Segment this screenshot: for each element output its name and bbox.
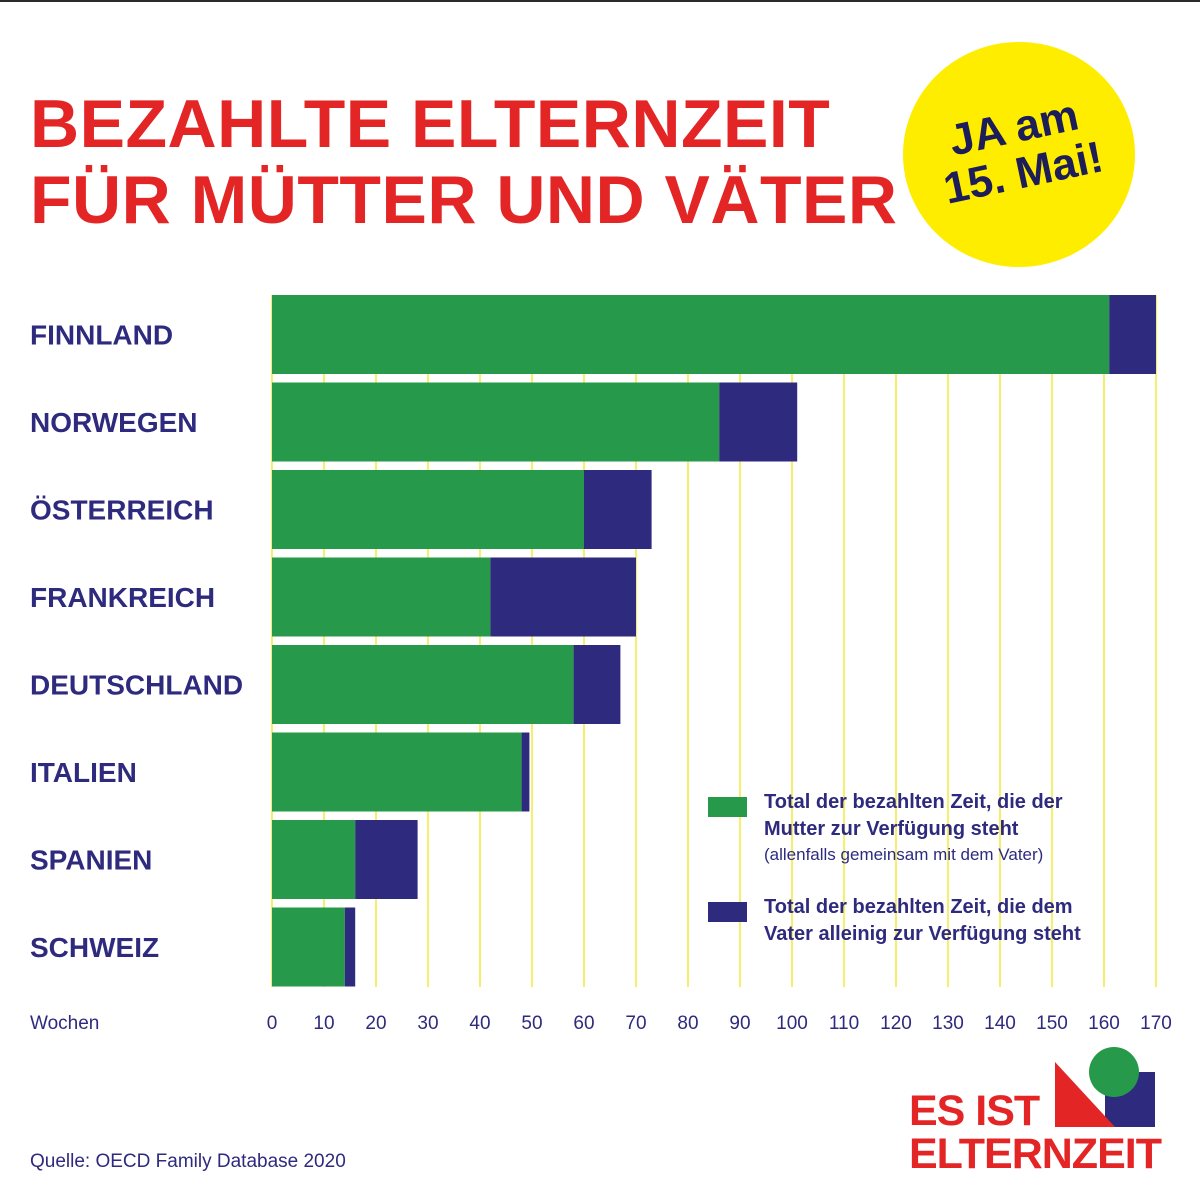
top-border — [0, 0, 1200, 2]
logo-text: ES IST ELTERNZEIT — [909, 1087, 1162, 1178]
legend-label-father: Total der bezahlten Zeit, die dem Vater … — [764, 896, 1081, 945]
x-tick-label: 120 — [880, 1013, 912, 1034]
title-line-1: BEZAHLTE ELTERNZEIT — [30, 86, 831, 162]
x-tick-label: 40 — [469, 1013, 490, 1034]
bar-father-spanien — [355, 820, 418, 899]
logo-line-1: ES IST — [909, 1087, 1040, 1135]
bar-mother-österreich — [272, 470, 584, 549]
country-label: ÖSTERREICH — [30, 495, 214, 526]
bar-father-italien — [521, 732, 530, 812]
x-tick-label: 10 — [313, 1013, 334, 1034]
x-tick-label: 140 — [984, 1013, 1016, 1034]
legend-note-mother: (allenfalls gemeinsam mit dem Vater) — [764, 845, 1044, 864]
x-tick-label: 80 — [677, 1013, 698, 1034]
country-labels: FINNLAND NORWEGEN ÖSTERREICH FRANKREICH DEUT… — [30, 320, 243, 964]
x-tick-label: 100 — [776, 1013, 808, 1034]
x-tick-label: 70 — [625, 1013, 646, 1034]
country-label: FRANKREICH — [30, 582, 215, 613]
x-axis-label: Wochen — [30, 1013, 99, 1034]
country-label: ITALIEN — [30, 757, 137, 788]
logo-line-2: ELTERNZEIT — [909, 1130, 1162, 1178]
legend-label-mother: Total der bezahlten Zeit, die der Mutter… — [764, 791, 1063, 840]
country-label: SCHWEIZ — [30, 932, 159, 963]
title-line-2: FÜR MÜTTER UND VÄTER — [30, 162, 898, 238]
x-tick-label: 130 — [932, 1013, 964, 1034]
bar-mother-italien — [272, 732, 522, 812]
x-tick-label: 50 — [521, 1013, 542, 1034]
legend-text-father: Total der bezahlten Zeit, die dem Vater … — [764, 894, 1184, 948]
bar-father-finnland — [1109, 295, 1156, 374]
bar-mother-finnland — [272, 295, 1110, 374]
logo-shapes-icon — [1055, 1047, 1155, 1127]
campaign-logo: ES IST ELTERNZEIT — [905, 1042, 1175, 1182]
x-tick-label: 150 — [1036, 1013, 1068, 1034]
bar-mother-frankreich — [272, 557, 491, 637]
x-axis-ticks: 0 10 20 30 40 50 60 70 80 90 100 110 120 130 140 150 160… — [267, 1013, 1172, 1034]
bar-father-frankreich — [490, 557, 636, 637]
x-tick-label: 60 — [573, 1013, 594, 1034]
x-tick-label: 160 — [1088, 1013, 1120, 1034]
country-label: SPANIEN — [30, 845, 152, 876]
x-tick-label: 30 — [417, 1013, 438, 1034]
bar-mother-norwegen — [272, 382, 720, 462]
bar-mother-spanien — [272, 820, 356, 899]
country-label: FINNLAND — [30, 320, 173, 351]
bar-father-norwegen — [719, 382, 798, 462]
country-label: DEUTSCHLAND — [30, 670, 243, 701]
x-tick-label: 20 — [365, 1013, 386, 1034]
legend-swatch-father — [708, 902, 747, 922]
bars — [272, 295, 1156, 987]
x-tick-label: 170 — [1140, 1013, 1172, 1034]
bar-mother-schweiz — [272, 907, 345, 987]
bar-father-schweiz — [344, 907, 356, 987]
country-label: NORWEGEN — [30, 407, 198, 438]
legend-text-mother: Total der bezahlten Zeit, die der Mutter… — [764, 789, 1184, 867]
x-tick-label: 90 — [729, 1013, 750, 1034]
bar-mother-deutschland — [272, 645, 574, 724]
source-note: Quelle: OECD Family Database 2020 — [30, 1151, 346, 1172]
bar-father-deutschland — [573, 645, 621, 724]
bar-father-österreich — [584, 470, 652, 549]
vote-badge: JA am 15. Mai! — [903, 42, 1135, 267]
x-tick-label: 0 — [267, 1013, 278, 1034]
page-title: BEZAHLTE ELTERNZEIT FÜR MÜTTER UND VÄTER — [30, 86, 898, 238]
x-tick-label: 110 — [829, 1013, 859, 1034]
legend-swatch-mother — [708, 797, 747, 817]
